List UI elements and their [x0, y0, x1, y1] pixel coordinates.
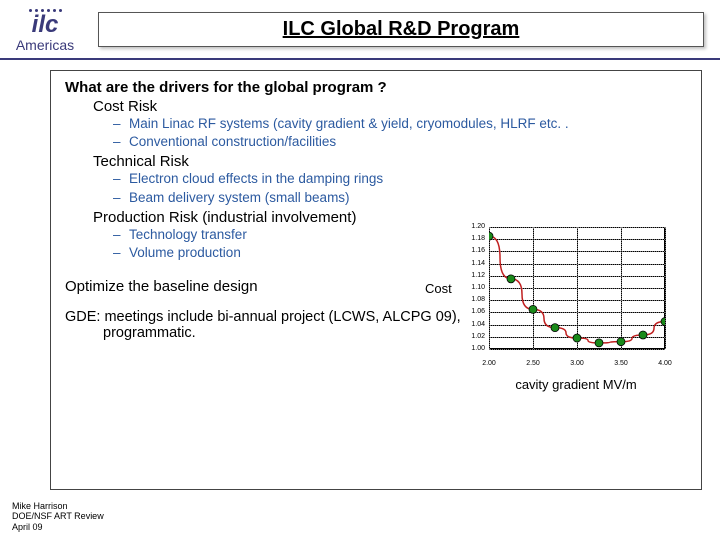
risk-heading: Cost Risk: [93, 98, 687, 115]
risk-items: Electron cloud effects in the damping ri…: [113, 170, 687, 206]
footer-date: April 09: [12, 522, 104, 532]
content-box: What are the drivers for the global prog…: [50, 70, 702, 490]
footer-author: Mike Harrison: [12, 501, 104, 511]
region-label: Americas: [16, 37, 74, 53]
logo-block: ilc Americas: [0, 5, 90, 54]
chart-y-label: Cost: [425, 281, 452, 296]
chart-container: Cost 1.001.021.041.061.081.101.121.141.1…: [461, 221, 691, 392]
slide-header: ilc Americas ILC Global R&D Program: [0, 0, 720, 60]
gde-line: programmatic.: [65, 325, 196, 341]
ilc-logo: ilc: [32, 14, 59, 36]
footer-event: DOE/NSF ART Review: [12, 511, 104, 521]
title-bar: ILC Global R&D Program: [98, 12, 704, 47]
risk-heading: Technical Risk: [93, 153, 687, 170]
list-item: Electron cloud effects in the damping ri…: [113, 170, 687, 188]
cost-chart: 1.001.021.041.061.081.101.121.141.161.18…: [461, 221, 671, 371]
chart-x-label: cavity gradient MV/m: [461, 377, 691, 392]
list-item: Conventional construction/facilities: [113, 133, 687, 151]
list-item: Beam delivery system (small beams): [113, 189, 687, 207]
risk-items: Main Linac RF systems (cavity gradient &…: [113, 115, 687, 151]
question-text: What are the drivers for the global prog…: [65, 79, 687, 96]
slide-title: ILC Global R&D Program: [99, 18, 703, 41]
footer: Mike Harrison DOE/NSF ART Review April 0…: [12, 501, 104, 532]
list-item: Main Linac RF systems (cavity gradient &…: [113, 115, 687, 133]
